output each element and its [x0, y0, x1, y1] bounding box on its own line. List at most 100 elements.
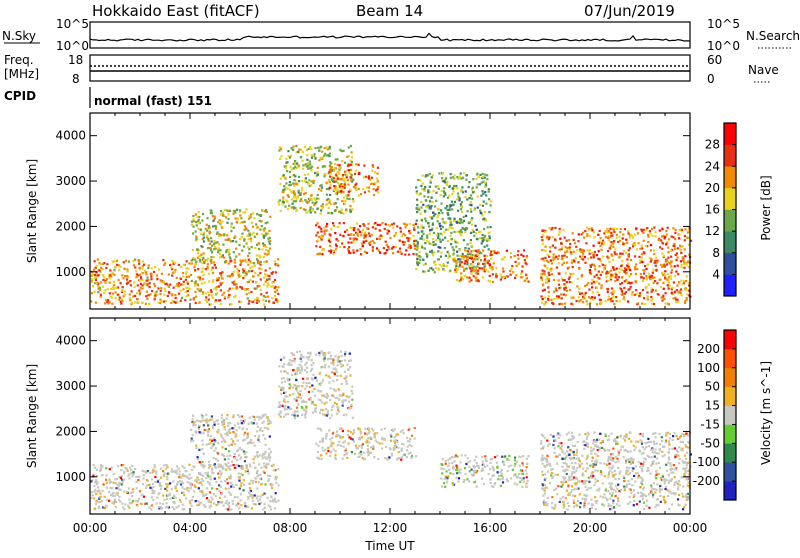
data-cell — [555, 289, 557, 291]
data-cell — [493, 474, 495, 476]
data-cell — [249, 491, 251, 493]
data-cell — [472, 178, 474, 180]
data-cell — [680, 250, 682, 252]
data-cell — [470, 194, 472, 196]
data-cell — [502, 270, 504, 272]
data-cell — [197, 220, 199, 222]
data-cell — [247, 433, 249, 435]
data-cell — [232, 274, 234, 276]
data-cell — [501, 276, 503, 278]
data-cell — [462, 177, 464, 179]
data-cell — [283, 189, 285, 191]
data-cell — [500, 485, 502, 487]
data-cell — [220, 214, 222, 216]
data-cell — [344, 183, 346, 185]
data-cell — [260, 289, 262, 291]
data-cell — [374, 171, 376, 173]
data-cell — [227, 218, 229, 220]
data-cell — [404, 254, 406, 256]
data-cell — [160, 488, 162, 490]
data-cell — [277, 286, 279, 288]
data-cell — [102, 279, 104, 281]
data-cell — [645, 268, 647, 270]
data-cell — [375, 228, 377, 230]
data-cell — [526, 458, 528, 460]
data-cell — [325, 182, 327, 184]
data-cell — [358, 194, 360, 196]
data-cell — [245, 451, 247, 453]
data-cell — [183, 467, 185, 469]
data-cell — [325, 437, 327, 439]
data-cell — [209, 491, 211, 493]
data-cell — [128, 487, 130, 489]
data-cell — [450, 232, 452, 234]
data-cell — [360, 451, 362, 453]
data-cell — [320, 409, 322, 411]
data-cell — [448, 253, 450, 255]
data-cell — [453, 185, 455, 187]
data-cell — [235, 248, 237, 250]
data-cell — [472, 261, 474, 263]
data-cell — [128, 477, 130, 479]
data-cell — [161, 507, 163, 509]
data-cell — [94, 467, 96, 469]
data-cell — [353, 441, 355, 443]
data-cell — [105, 467, 107, 469]
data-cell — [217, 460, 219, 462]
data-cell — [290, 184, 292, 186]
data-cell — [514, 277, 516, 279]
data-cell — [227, 422, 229, 424]
data-cell — [119, 297, 121, 299]
data-cell — [150, 273, 152, 275]
data-cell — [345, 399, 347, 401]
data-cell — [554, 238, 556, 240]
data-cell — [682, 256, 684, 258]
data-cell — [438, 258, 440, 260]
data-cell — [341, 242, 343, 244]
data-cell — [321, 151, 323, 153]
data-cell — [641, 230, 643, 232]
data-cell — [326, 433, 328, 435]
data-cell — [484, 246, 486, 248]
data-cell — [514, 457, 516, 459]
data-cell — [368, 442, 370, 444]
data-cell — [394, 428, 396, 430]
data-cell — [329, 438, 331, 440]
data-cell — [218, 243, 220, 245]
data-cell — [490, 458, 492, 460]
data-cell — [112, 492, 114, 494]
data-cell — [207, 263, 209, 265]
data-cell — [570, 303, 572, 305]
data-cell — [457, 242, 459, 244]
data-cell — [131, 495, 133, 497]
data-cell — [249, 417, 251, 419]
data-cell — [262, 457, 264, 459]
data-cell — [152, 499, 154, 501]
data-cell — [372, 429, 374, 431]
data-cell — [441, 190, 443, 192]
data-cell — [576, 451, 578, 453]
data-cell — [379, 251, 381, 253]
data-cell — [137, 298, 139, 300]
data-cell — [350, 169, 352, 171]
data-cell — [585, 242, 587, 244]
data-cell — [424, 190, 426, 192]
data-cell — [606, 288, 608, 290]
data-cell — [440, 228, 442, 230]
data-cell — [189, 288, 191, 290]
data-cell — [251, 270, 253, 272]
data-cell — [648, 273, 650, 275]
data-cell — [127, 475, 129, 477]
data-cell — [437, 208, 439, 210]
data-cell — [154, 298, 156, 300]
data-cell — [210, 247, 212, 249]
data-cell — [546, 276, 548, 278]
data-cell — [331, 409, 333, 411]
data-cell — [142, 287, 144, 289]
data-cell — [300, 366, 302, 368]
data-cell — [140, 503, 142, 505]
data-cell — [245, 464, 247, 466]
data-cell — [336, 206, 338, 208]
data-cell — [589, 253, 591, 255]
data-cell — [218, 429, 220, 431]
